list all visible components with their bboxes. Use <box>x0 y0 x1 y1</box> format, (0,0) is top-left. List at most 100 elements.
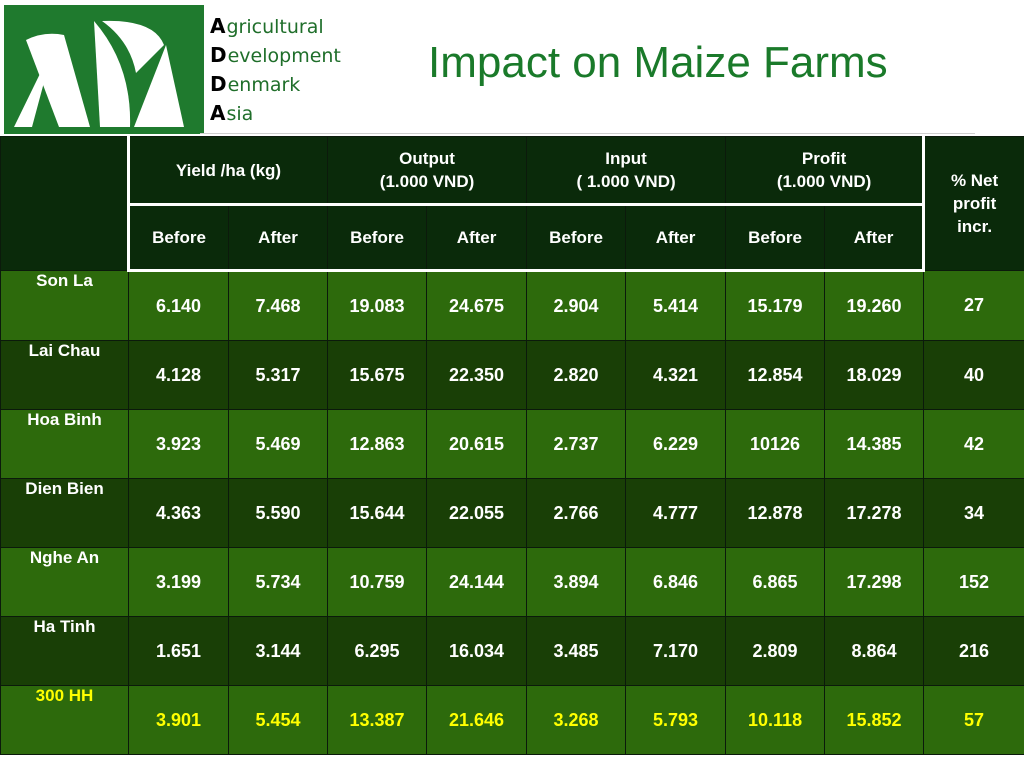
title-divider <box>200 133 975 134</box>
table-cell: 4.321 <box>625 340 727 410</box>
table-cell: 5.414 <box>625 270 727 341</box>
sub-header-cell: Before <box>327 204 428 272</box>
table-cell: 4.128 <box>128 340 229 410</box>
table-cell: 2.820 <box>526 340 627 410</box>
total-cell: 3.268 <box>526 685 627 755</box>
table-cell: 3.144 <box>227 616 329 686</box>
table-cell: 24.144 <box>426 547 528 617</box>
logo-word: sia <box>226 103 254 125</box>
logo-line: Agricultural <box>210 12 380 41</box>
table-cell: 3.894 <box>526 547 627 617</box>
table-cell: 34 <box>923 478 1024 548</box>
sub-header-cell: Before <box>127 204 229 272</box>
logo-line: Development <box>210 41 380 70</box>
table-cell: 2.766 <box>526 478 627 548</box>
table-cell: 4.363 <box>128 478 229 548</box>
table-cell: 8.864 <box>824 616 925 686</box>
table-cell: 15.179 <box>725 270 826 341</box>
table-cell: 19.260 <box>824 270 925 341</box>
total-cell: 5.793 <box>625 685 727 755</box>
table-cell: 27 <box>923 270 1024 341</box>
table-cell: 18.029 <box>824 340 925 410</box>
group-header-output: Output (1.000 VND) <box>327 136 528 206</box>
group-header-line: Yield /ha (kg) <box>175 160 282 180</box>
table-cell: 216 <box>923 616 1024 686</box>
table-cell: 5.469 <box>227 409 329 479</box>
total-cell: 3.901 <box>128 685 229 755</box>
table-cell: 6.229 <box>625 409 727 479</box>
net-header-line: profit <box>952 194 997 213</box>
row-label: Lai Chau <box>0 340 129 410</box>
table-cell: 5.734 <box>227 547 329 617</box>
table-cell: 6.295 <box>327 616 428 686</box>
table-cell: 15.644 <box>327 478 428 548</box>
row-label: Hoa Binh <box>0 409 129 479</box>
table-total-row: 300 HH 3.901 5.454 13.387 21.646 3.268 5… <box>0 685 1024 755</box>
table-cell: 22.350 <box>426 340 528 410</box>
total-cell: 21.646 <box>426 685 528 755</box>
row-label: Nghe An <box>0 547 129 617</box>
table-cell: 15.675 <box>327 340 428 410</box>
page-title: Impact on Maize Farms <box>428 38 888 87</box>
table-cell: 16.034 <box>426 616 528 686</box>
sub-header-cell: After <box>625 204 727 272</box>
sub-header-cell: After <box>227 204 329 272</box>
table-cell: 17.278 <box>824 478 925 548</box>
table-row: Dien Bien 4.363 5.590 15.644 22.055 2.76… <box>0 478 1024 548</box>
table-cell: 4.777 <box>625 478 727 548</box>
group-header-profit: Profit (1.000 VND) <box>725 136 926 206</box>
table-cell: 7.170 <box>625 616 727 686</box>
sub-header-cell: After <box>824 204 926 272</box>
logo-word: evelopment <box>227 45 341 67</box>
logo-mark <box>4 5 204 134</box>
table-cell: 10.759 <box>327 547 428 617</box>
table-cell: 42 <box>923 409 1024 479</box>
table-cell: 12.878 <box>725 478 826 548</box>
total-cell: 15.852 <box>824 685 925 755</box>
group-header-unit: ( 1.000 VND) <box>576 172 676 191</box>
table-cell: 6.846 <box>625 547 727 617</box>
group-header-unit: (1.000 VND) <box>776 172 872 191</box>
table-cell: 12.854 <box>725 340 826 410</box>
group-header-line: Input <box>605 149 647 168</box>
sub-header-cell: Before <box>725 204 826 272</box>
group-header-input: Input ( 1.000 VND) <box>526 136 727 206</box>
table-cell: 3.485 <box>526 616 627 686</box>
table-row: Hoa Binh 3.923 5.469 12.863 20.615 2.737… <box>0 409 1024 479</box>
sub-header-cell: Before <box>526 204 627 272</box>
logo-icon <box>4 5 204 134</box>
total-cell: 10.118 <box>725 685 826 755</box>
table-row: Nghe An 3.199 5.734 10.759 24.144 3.894 … <box>0 547 1024 617</box>
logo-line: Asia <box>210 99 380 128</box>
logo-word: enmark <box>227 74 301 96</box>
table-cell: 5.590 <box>227 478 329 548</box>
table-row: Son La 6.140 7.468 19.083 24.675 2.904 5… <box>0 270 1024 341</box>
group-header-yield: Yield /ha (kg) <box>127 136 329 206</box>
table-cell: 6.140 <box>128 270 229 341</box>
group-header-unit: (1.000 VND) <box>379 172 475 191</box>
total-cell: 57 <box>923 685 1024 755</box>
net-header-line: % Net <box>950 171 999 190</box>
table-cell: 17.298 <box>824 547 925 617</box>
net-profit-header: % Net profit incr. <box>923 136 1024 271</box>
table-row: Ha Tinh 1.651 3.144 6.295 16.034 3.485 7… <box>0 616 1024 686</box>
table-header-row: Yield /ha (kg) Output (1.000 VND) Input … <box>0 136 1024 271</box>
logo-initial: D <box>210 43 227 67</box>
table-cell: 152 <box>923 547 1024 617</box>
table-cell: 22.055 <box>426 478 528 548</box>
total-cell: 5.454 <box>227 685 329 755</box>
table-cell: 6.865 <box>725 547 826 617</box>
table-cell: 1.651 <box>128 616 229 686</box>
net-header-line: incr. <box>957 217 993 236</box>
logo-initial: A <box>210 14 226 38</box>
table-cell: 7.468 <box>227 270 329 341</box>
sub-header-cell: After <box>426 204 528 272</box>
table-cell: 2.809 <box>725 616 826 686</box>
maize-impact-table: Yield /ha (kg) Output (1.000 VND) Input … <box>0 136 1024 755</box>
table-row: Lai Chau 4.128 5.317 15.675 22.350 2.820… <box>0 340 1024 410</box>
table-cell: 2.904 <box>526 270 627 341</box>
row-label: Son La <box>0 270 129 341</box>
logo-word: gricultural <box>226 16 324 38</box>
table-cell: 2.737 <box>526 409 627 479</box>
logo-initial: D <box>210 72 227 96</box>
